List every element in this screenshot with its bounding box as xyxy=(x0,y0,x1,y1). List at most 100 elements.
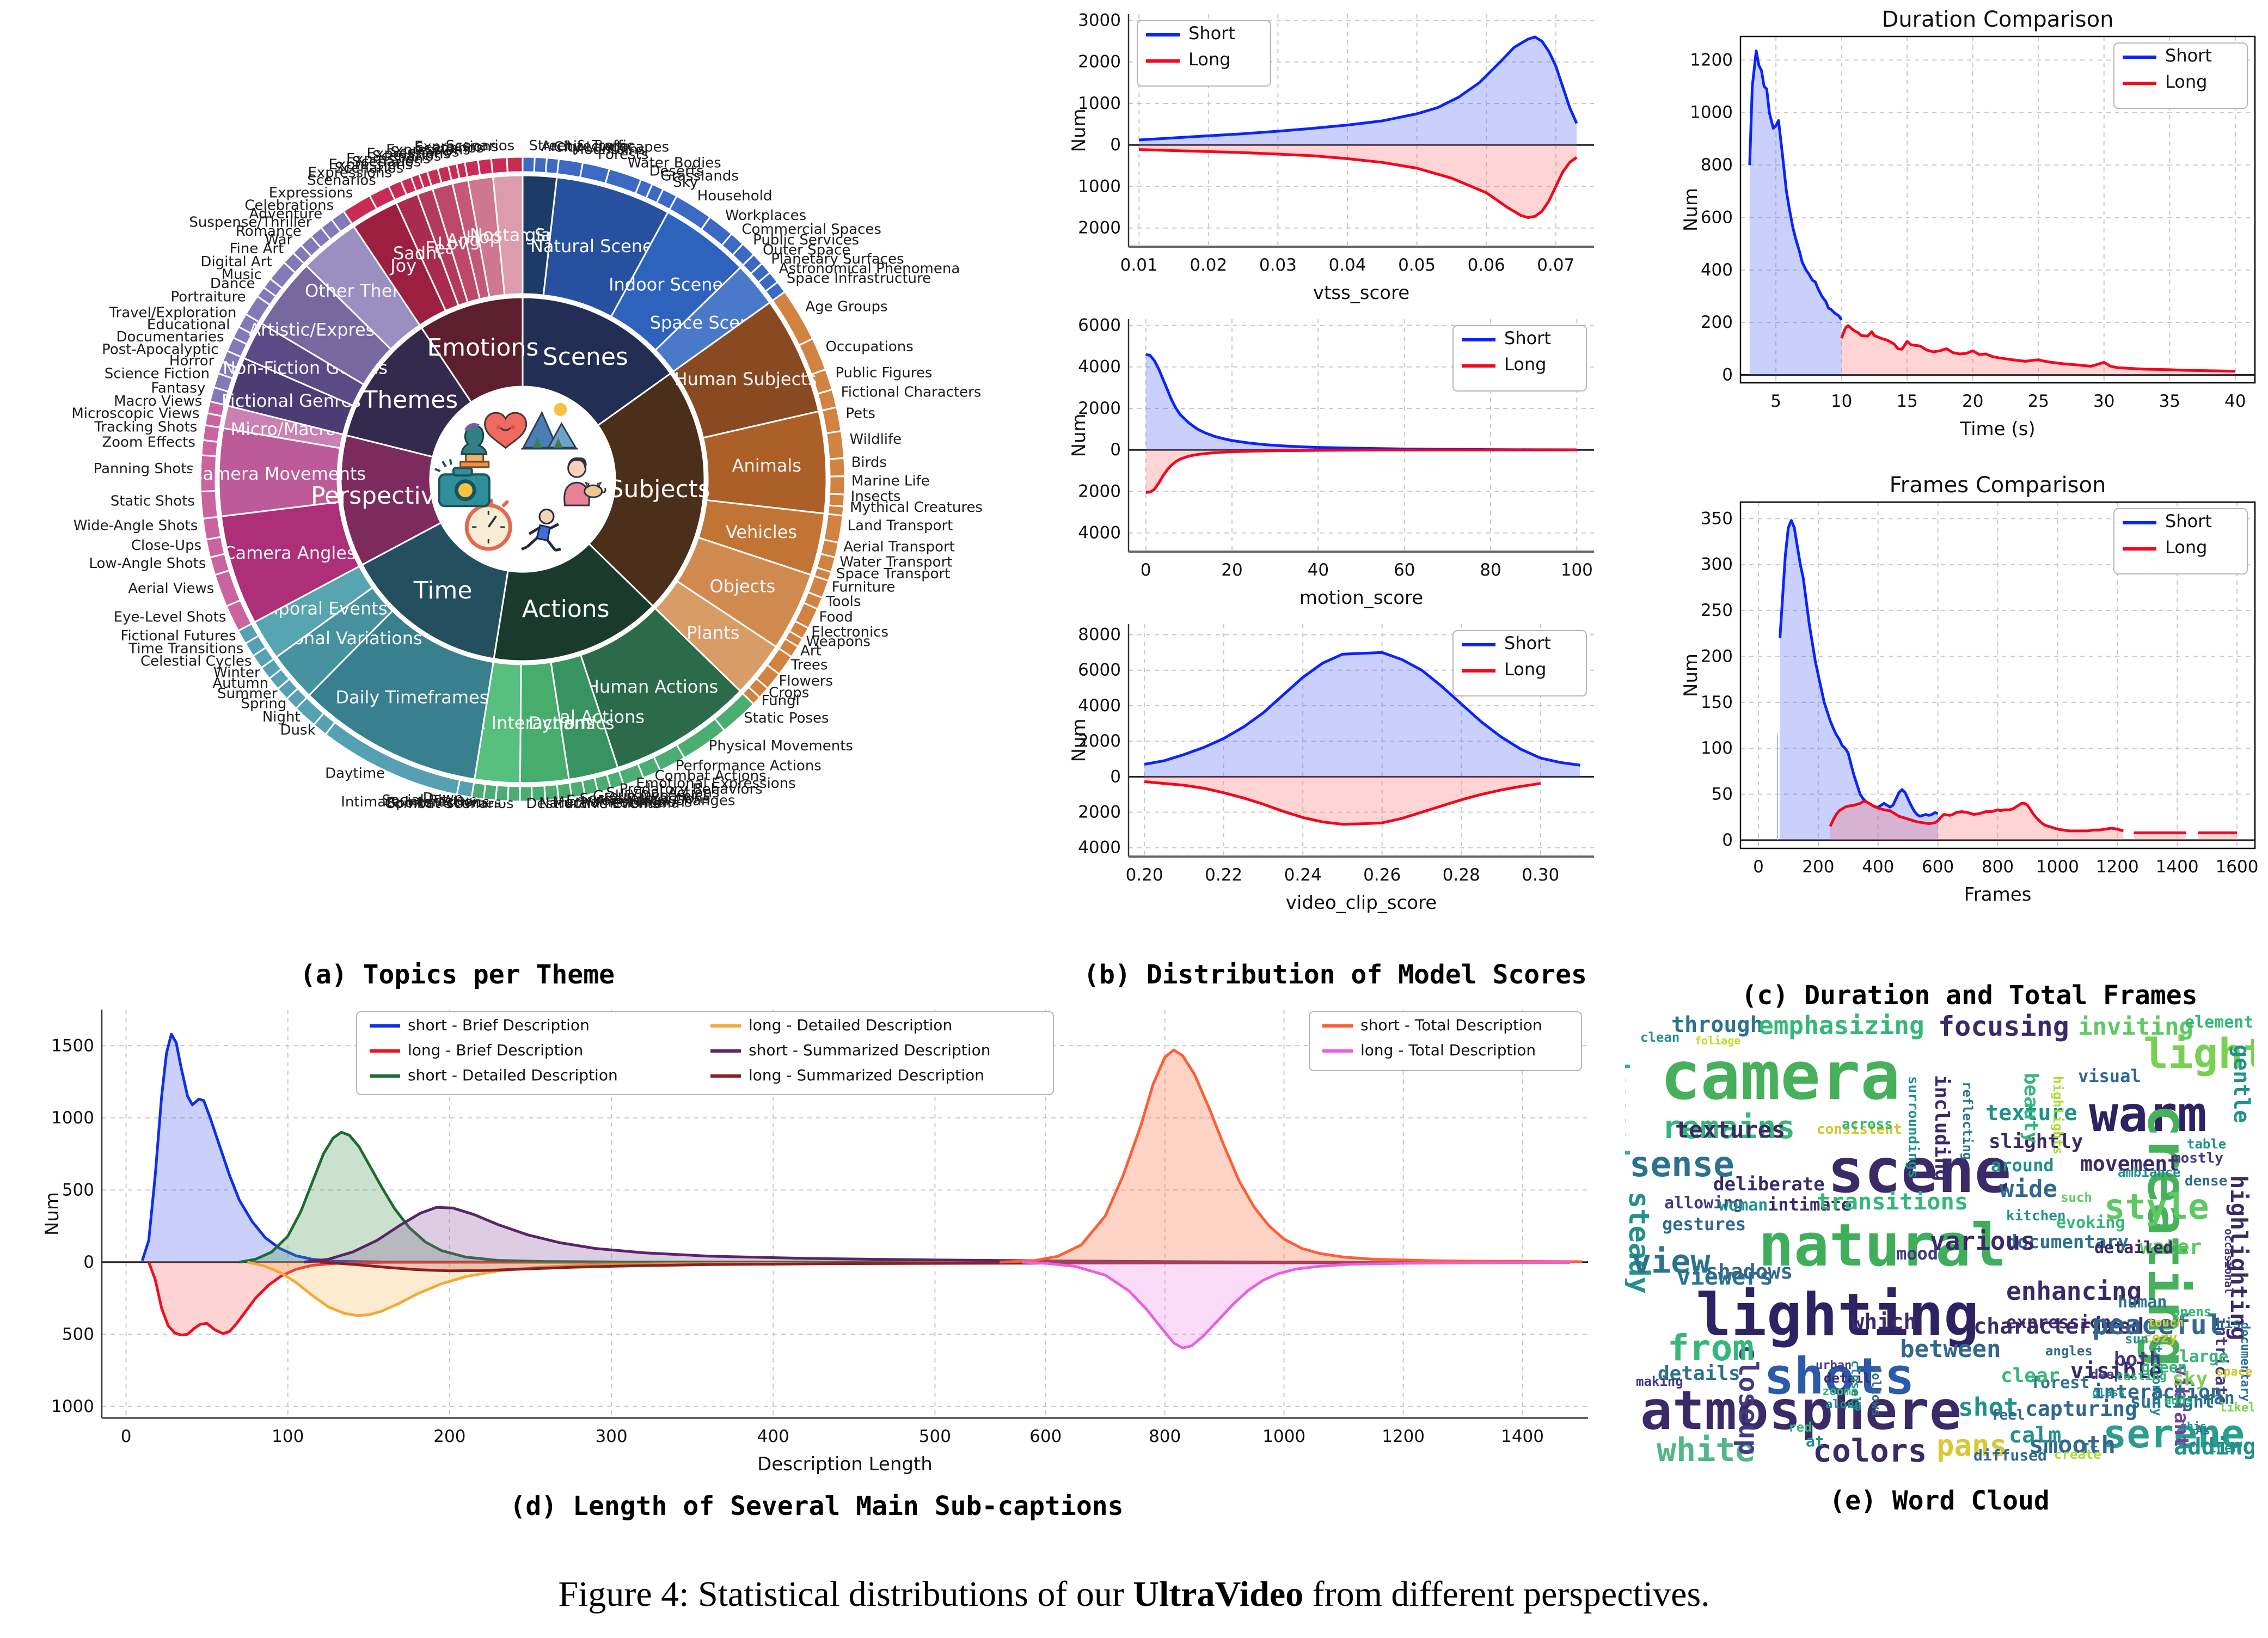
wordcloud-word: green xyxy=(2141,1358,2187,1376)
wordcloud-word: smooth xyxy=(2029,1431,2116,1459)
sunburst-label: Summer xyxy=(217,686,278,702)
wordcloud-word: lighting xyxy=(1696,1281,1979,1349)
series-area-short - Total Description xyxy=(1000,1050,1583,1262)
sunburst-label: City Landscapes xyxy=(554,139,669,156)
series-line-Short xyxy=(1779,519,1939,818)
tick-label: 2000 xyxy=(1078,481,1121,501)
tick-label: 0.05 xyxy=(1398,255,1436,275)
series-area-Long xyxy=(1841,326,2235,375)
sunburst-theme-label: Scenes xyxy=(543,343,628,371)
sunburst-label: Workplaces xyxy=(725,207,806,224)
series-area-long - Summarized Description xyxy=(320,1262,1553,1271)
wordcloud-word: elements xyxy=(2185,1013,2254,1032)
legend-label: Long xyxy=(2165,537,2207,558)
x-axis-label: Time (s) xyxy=(1959,418,2035,440)
sunburst-leaf-Insects xyxy=(827,493,845,508)
tick-label: 1000 xyxy=(1262,1427,1305,1446)
wordcloud-word: wide xyxy=(2000,1175,2057,1203)
sunburst-leaf-Static Shots xyxy=(199,490,219,520)
legend-box xyxy=(356,1011,1054,1095)
wordcloud-word: visual xyxy=(2078,1066,2141,1086)
sunburst-label: Low-Angle Shots xyxy=(89,555,206,572)
sunburst-label: Forests xyxy=(598,146,648,163)
legend-label: Long xyxy=(1188,49,1230,70)
wordcloud-word: forest xyxy=(2031,1373,2090,1392)
wordcloud-word: woman xyxy=(1719,1196,1768,1215)
wordcloud-word: clear xyxy=(2001,1365,2060,1387)
sunburst-label: Water Transport xyxy=(839,554,952,570)
tick-label: 1600 xyxy=(2216,857,2259,877)
series-line-short - Total Description xyxy=(1000,1048,1583,1264)
wordcloud-word: various xyxy=(1930,1226,2036,1256)
wordcloud-word: which xyxy=(1851,1310,1917,1335)
figure-caption-prefix: Figure 4: xyxy=(558,1574,689,1614)
wordcloud-word: camera xyxy=(1660,1037,1901,1115)
sunburst-label: Portraiture xyxy=(171,289,246,305)
wordcloud-word: casting xyxy=(2116,1370,2167,1383)
series-area-Short xyxy=(1144,652,1580,777)
sunburst-label: Group Dynamics xyxy=(593,788,710,804)
wordcloud-word: across xyxy=(1842,1116,1893,1133)
tick-label: 1400 xyxy=(2156,857,2199,877)
runner-icon xyxy=(521,509,561,552)
plot-vtss-score: 3000 2000 1000 0 1000 2000 0.01 0.02 0.03 0.04 0.0… xyxy=(1070,10,1594,304)
tick-label: 0.07 xyxy=(1537,255,1574,275)
wordcloud-word: dense xyxy=(2185,1173,2228,1189)
tick-label: 1500 xyxy=(51,1036,94,1055)
caption-a: (a) Topics per Theme xyxy=(300,959,615,990)
wordcloud-word: zooms xyxy=(1822,1385,1859,1398)
sunburst-label: Science Fiction xyxy=(105,366,210,382)
sunburst-label: Social Interactions xyxy=(580,791,710,807)
sunburst-label: Eye-Level Shots xyxy=(114,609,226,625)
series-area-Short xyxy=(1780,520,1938,840)
sunburst-leaf-Pets xyxy=(820,406,843,435)
sunburst-label: Pets xyxy=(845,405,875,421)
tick-label: 0.26 xyxy=(1363,865,1401,885)
tick-label: 0.20 xyxy=(1126,865,1163,885)
legend: Short Long xyxy=(1137,20,1271,87)
sunburst-label: Sky xyxy=(673,174,698,191)
wordcloud-word: characterized xyxy=(1973,1314,2144,1339)
tick-label: 400 xyxy=(757,1427,789,1446)
sunburst-theme-label: Subjects xyxy=(609,475,710,503)
sunburst-label: Winter xyxy=(213,665,260,681)
wordcloud-word: large xyxy=(2179,1347,2229,1366)
sunburst-label: Adventure xyxy=(249,206,322,222)
y-axis-label: Num xyxy=(1680,188,1702,231)
wordcloud-word: scene xyxy=(1828,1136,2012,1207)
sunburst-label: Architecture xyxy=(541,138,628,155)
wordcloud-word: focusing xyxy=(1938,1012,2069,1042)
legend: short - Total Description long - Total De… xyxy=(1309,1011,1582,1071)
sunburst-leaf-Street & Traffic xyxy=(522,156,536,173)
tick-label: 20 xyxy=(1962,392,1983,411)
wordcloud-word: create xyxy=(2054,1447,2101,1462)
legend-label: Short xyxy=(1504,633,1551,653)
wordcloud-word: sky xyxy=(2172,1368,2208,1390)
tick-label: 0 xyxy=(1110,767,1121,786)
wordcloud-word: cozy xyxy=(2143,1330,2178,1346)
wordcloud-word: touch xyxy=(2148,1316,2184,1330)
tick-label: 0 xyxy=(1141,560,1151,580)
sunburst-ring2-label: Camera Movements xyxy=(191,463,366,484)
sunburst-label: Scenarios xyxy=(307,172,376,188)
wordcloud-word: As xyxy=(2196,1424,2210,1438)
sunburst-ring2-label: Animals xyxy=(732,455,801,476)
legend-box xyxy=(1452,325,1587,392)
wordcloud-word: detailed xyxy=(2094,1238,2173,1257)
plot-title: Frames Comparison xyxy=(1890,473,2106,498)
series-line-Short xyxy=(1138,35,1578,142)
plot-title: Duration Comparison xyxy=(1882,7,2114,32)
wordcloud-word: evoking xyxy=(2056,1213,2125,1232)
tick-label: 0.30 xyxy=(1522,865,1559,885)
sunburst-label: Travel/Exploration xyxy=(108,304,236,321)
series-area-short - Brief Description xyxy=(142,1034,1016,1262)
tick-label: 0 xyxy=(1753,857,1764,877)
sunburst-label: Household xyxy=(697,188,773,204)
sunburst-label: Time Transitions xyxy=(128,641,243,657)
sunburst-label: Music xyxy=(222,266,262,283)
sunburst-label: Physical Movements xyxy=(709,738,853,754)
wordcloud-word: mood xyxy=(1896,1243,1939,1264)
tick-label: 500 xyxy=(919,1427,951,1446)
tick-label: 200 xyxy=(1701,646,1733,666)
